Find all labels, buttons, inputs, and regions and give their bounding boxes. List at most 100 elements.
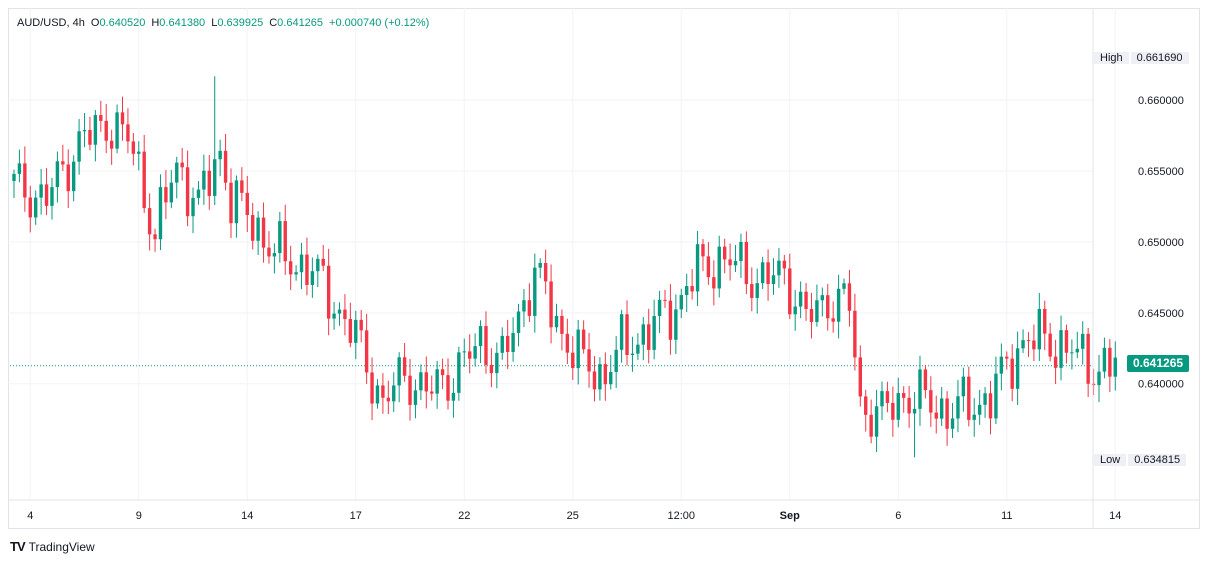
candle-body xyxy=(864,396,868,415)
candle-body xyxy=(120,112,125,125)
candle-body xyxy=(950,418,955,429)
tradingview-logo[interactable]: TV TradingView xyxy=(10,539,95,554)
candle-body xyxy=(251,215,255,241)
candle-body xyxy=(348,319,353,343)
candle-body xyxy=(527,300,532,316)
candle-body xyxy=(468,351,472,359)
candle-body xyxy=(750,284,754,298)
candle-body xyxy=(788,268,792,315)
candle-body xyxy=(326,265,331,319)
candle-body xyxy=(478,326,483,347)
candle-body xyxy=(294,272,298,275)
candle-body xyxy=(316,258,320,272)
candle-body xyxy=(397,357,401,386)
candle-body xyxy=(1015,348,1020,389)
candle-body xyxy=(332,313,336,319)
candle-body xyxy=(446,375,450,401)
x-tick-label: 11 xyxy=(1001,510,1012,522)
candle-body xyxy=(511,332,515,353)
candle-body xyxy=(874,406,879,437)
candle-body xyxy=(153,234,157,240)
candle-body xyxy=(71,161,76,192)
candle-body xyxy=(375,385,380,404)
candle-body xyxy=(956,396,960,419)
candle-body xyxy=(717,246,721,289)
candle-body xyxy=(571,352,575,369)
low-marker: Low 0.634815 xyxy=(1094,453,1187,469)
candle-body xyxy=(109,140,114,149)
candle-body xyxy=(706,256,711,278)
candle-body xyxy=(484,326,488,365)
candle-body xyxy=(283,221,287,262)
candle-body xyxy=(1070,352,1074,354)
candle-body xyxy=(1113,357,1117,377)
candle-body xyxy=(1037,308,1042,350)
candle-body xyxy=(267,247,271,257)
candle-body xyxy=(1043,308,1047,334)
candle-body xyxy=(419,372,423,391)
candle-body xyxy=(918,369,922,409)
candle-body xyxy=(413,390,418,405)
candle-body xyxy=(185,167,190,217)
candle-body xyxy=(619,314,624,350)
candle-body xyxy=(386,397,391,402)
candle-body xyxy=(402,357,407,376)
candle-body xyxy=(722,246,727,260)
y-tick-label: 0.650000 xyxy=(1138,237,1184,249)
candle-body xyxy=(359,319,363,331)
candle-body xyxy=(17,163,22,174)
x-tick-label: 14 xyxy=(1109,510,1121,522)
candle-body xyxy=(977,404,982,415)
candle-body xyxy=(1048,333,1052,357)
candle-body xyxy=(739,241,743,262)
candle-body xyxy=(218,150,222,160)
candle-body xyxy=(793,306,797,315)
candle-body xyxy=(44,184,49,206)
symbol-label: AUD/USD, 4h xyxy=(17,17,85,29)
candle-body xyxy=(609,371,613,385)
high-marker-value: 0.661690 xyxy=(1130,52,1189,64)
tradingview-icon: TV xyxy=(10,539,26,554)
candle-body xyxy=(685,286,689,296)
candle-body xyxy=(213,159,217,196)
candle-body xyxy=(695,244,700,292)
candle-body xyxy=(896,393,900,420)
low-marker-value: 0.634815 xyxy=(1128,454,1187,466)
candle-body xyxy=(549,281,553,328)
candle-body xyxy=(647,324,651,350)
candle-body xyxy=(842,283,846,289)
candle-body xyxy=(430,391,434,394)
brand-name: TradingView xyxy=(28,539,95,554)
candle-body xyxy=(115,112,119,149)
candle-body xyxy=(804,291,808,310)
candle-body xyxy=(1108,347,1112,377)
candle-body xyxy=(847,283,852,311)
candle-body xyxy=(104,120,108,141)
candle-body xyxy=(891,402,895,420)
candle-body xyxy=(457,352,461,393)
candle-body xyxy=(516,311,521,333)
candle-body xyxy=(451,392,456,401)
candle-body xyxy=(147,208,152,235)
candle-body xyxy=(929,390,933,413)
candle-body xyxy=(381,385,385,398)
last-price-badge: 0.641265 xyxy=(1127,355,1190,372)
candle-body xyxy=(321,258,325,266)
candle-body xyxy=(565,333,570,353)
candle-body xyxy=(760,262,765,284)
candle-body xyxy=(630,353,635,355)
legend-high: H0.641380 xyxy=(151,17,206,29)
legend-change: +0.000740 (+0.12%) xyxy=(329,17,430,29)
x-tick-label: 14 xyxy=(241,510,253,522)
y-tick-label: 0.640000 xyxy=(1138,379,1184,391)
candle-body xyxy=(505,335,510,353)
candle-body xyxy=(836,288,841,322)
candle-body xyxy=(169,182,174,203)
candle-body xyxy=(1064,330,1069,353)
candle-body xyxy=(164,187,168,203)
candle-body xyxy=(923,369,928,391)
chart-frame xyxy=(8,8,1200,529)
candle-body xyxy=(636,344,640,354)
candle-body xyxy=(988,393,993,419)
